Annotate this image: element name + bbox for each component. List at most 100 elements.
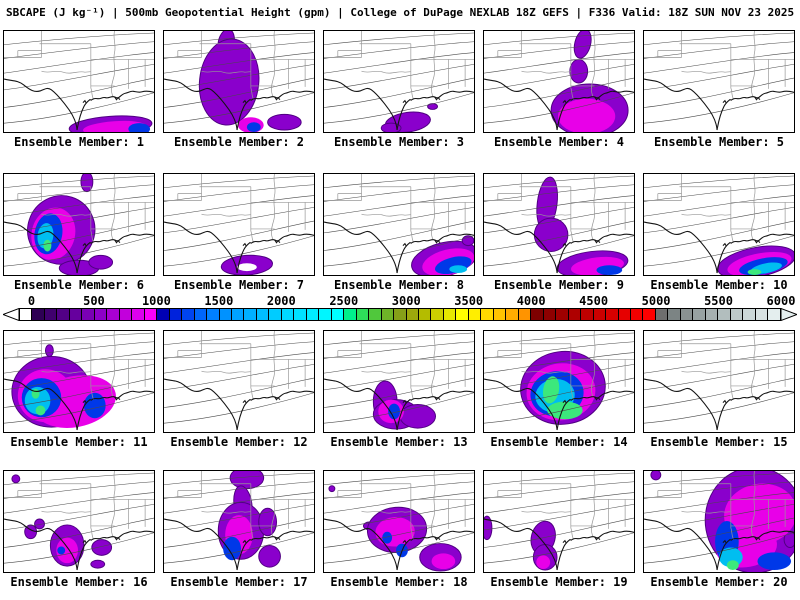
ensemble-panel-7: Ensemble Member: 7: [163, 173, 315, 292]
ensemble-panel-20: Ensemble Member: 20: [643, 470, 795, 589]
colorbar-right-arrow-icon: [781, 308, 797, 321]
colorbar-cell: [107, 309, 120, 320]
ensemble-grid: Ensemble Member: 1 Ensemble Member: 2 En…: [0, 30, 800, 589]
title-bar: SBCAPE (J kg⁻¹) | 500mb Geopotential Hei…: [6, 6, 795, 19]
colorbar-cell: [356, 309, 370, 320]
colorbar-cell: [306, 309, 320, 320]
ensemble-map: [643, 30, 795, 133]
colorbar-cell: [643, 309, 656, 320]
states-layer: [164, 174, 314, 243]
contours-layer: [644, 32, 794, 124]
ensemble-map: [483, 173, 635, 276]
ensemble-panel-2: Ensemble Member: 2: [163, 30, 315, 149]
panel-label: Ensemble Member: 2: [173, 135, 305, 149]
cape-fill-green: [726, 560, 739, 571]
colorbar-cell: [344, 309, 357, 320]
colorbar-cell: [606, 309, 619, 320]
ensemble-map: [163, 330, 315, 433]
ensemble-panel-3: Ensemble Member: 3: [323, 30, 475, 149]
colorbar-cell: [157, 309, 170, 320]
colorbar-cell: [468, 309, 482, 320]
colorbar-cell: [319, 309, 332, 320]
cape-fill-blue: [382, 531, 393, 544]
colorbar-cell: [718, 309, 731, 320]
colorbar-cell: [119, 309, 133, 320]
colorbar-cell: [132, 309, 145, 320]
ensemble-map: [483, 330, 635, 433]
colorbar-cell: [194, 309, 208, 320]
colorbar-tick: 5500: [704, 294, 733, 308]
colorbar-tick: 6000: [766, 294, 796, 308]
panel-label: Ensemble Member: 9: [493, 278, 625, 292]
ensemble-panel-9: Ensemble Member: 9: [483, 173, 635, 292]
colorbar-tick: 3000: [391, 294, 421, 308]
ensemble-panel-15: Ensemble Member: 15: [643, 330, 795, 449]
colorbar-cell: [443, 309, 457, 320]
panel-label: Ensemble Member: 14: [490, 435, 628, 449]
colorbar-cell: [630, 309, 644, 320]
colorbar-cell: [431, 309, 444, 320]
cape-fill-blue: [757, 552, 792, 571]
ensemble-map: [323, 30, 475, 133]
states-layer: [324, 174, 474, 243]
cape-fill-magenta: [536, 555, 551, 570]
cape-fill-blue: [596, 265, 623, 275]
ensemble-panel-17: Ensemble Member: 17: [163, 470, 315, 589]
colorbar-cell: [294, 309, 307, 320]
states-layer: [484, 471, 634, 540]
colorbar-cell: [755, 309, 769, 320]
panel-label: Ensemble Member: 1: [13, 135, 145, 149]
colorbar-tick: 5000: [641, 294, 671, 308]
colorbar-cell: [69, 309, 83, 320]
colorbar-cell: [568, 309, 582, 320]
colorbar-tick: 1500: [204, 294, 234, 308]
ensemble-row-2: Ensemble Member: 6 Ensemble Member: 7 En…: [3, 173, 800, 292]
colorbar-cell: [705, 309, 719, 320]
colorbar-cell: [381, 309, 395, 320]
colorbar-cell: [419, 309, 432, 320]
colorbar-cell: [493, 309, 507, 320]
colorbar-cell: [531, 309, 544, 320]
colorbar-cell: [406, 309, 419, 320]
contours-layer: [4, 32, 154, 124]
states-layer: [644, 174, 794, 243]
colorbar-cell: [618, 309, 631, 320]
colorbar-cell: [144, 309, 158, 320]
cape-fill-blue: [57, 546, 66, 555]
ensemble-map: [643, 173, 795, 276]
colorbar-tick: 4000: [516, 294, 546, 308]
panel-label: Ensemble Member: 20: [650, 575, 788, 589]
ensemble-map: [643, 470, 795, 573]
cape-fill-purple: [328, 485, 336, 493]
ensemble-map: [643, 330, 795, 433]
states-layer: [644, 331, 794, 400]
ensemble-map: [323, 173, 475, 276]
ensemble-panel-16: Ensemble Member: 16: [3, 470, 155, 589]
ensemble-map: [3, 30, 155, 133]
ensemble-panel-12: Ensemble Member: 12: [163, 330, 315, 449]
ensemble-map: [163, 173, 315, 276]
ensemble-map: [323, 470, 475, 573]
colorbar-tick: 1000: [141, 294, 171, 308]
contours-layer: [164, 175, 314, 267]
ensemble-map: [323, 330, 475, 433]
colorbar-left-arrow-icon: [3, 308, 19, 321]
colorbar-cells: [19, 308, 781, 321]
cape-fill-magenta: [56, 537, 79, 564]
panel-label: Ensemble Member: 5: [653, 135, 785, 149]
cape-fill-purple: [573, 31, 592, 59]
colorbar-cell: [556, 309, 569, 320]
cape-fill-blue: [128, 123, 151, 132]
colorbar-cell: [207, 309, 220, 320]
cape-fill-green: [747, 269, 762, 275]
colorbar-cell: [394, 309, 407, 320]
contours-layer: [324, 32, 474, 124]
ensemble-panel-19: Ensemble Member: 19: [483, 470, 635, 589]
cape-fill-green: [43, 239, 52, 252]
colorbar-tick: 4500: [579, 294, 609, 308]
panel-label: Ensemble Member: 11: [10, 435, 148, 449]
cape-fill-purple: [90, 559, 106, 569]
cape-fill-purple: [11, 474, 21, 484]
cape-fill-green: [35, 405, 46, 416]
colorbar-cell: [182, 309, 195, 320]
